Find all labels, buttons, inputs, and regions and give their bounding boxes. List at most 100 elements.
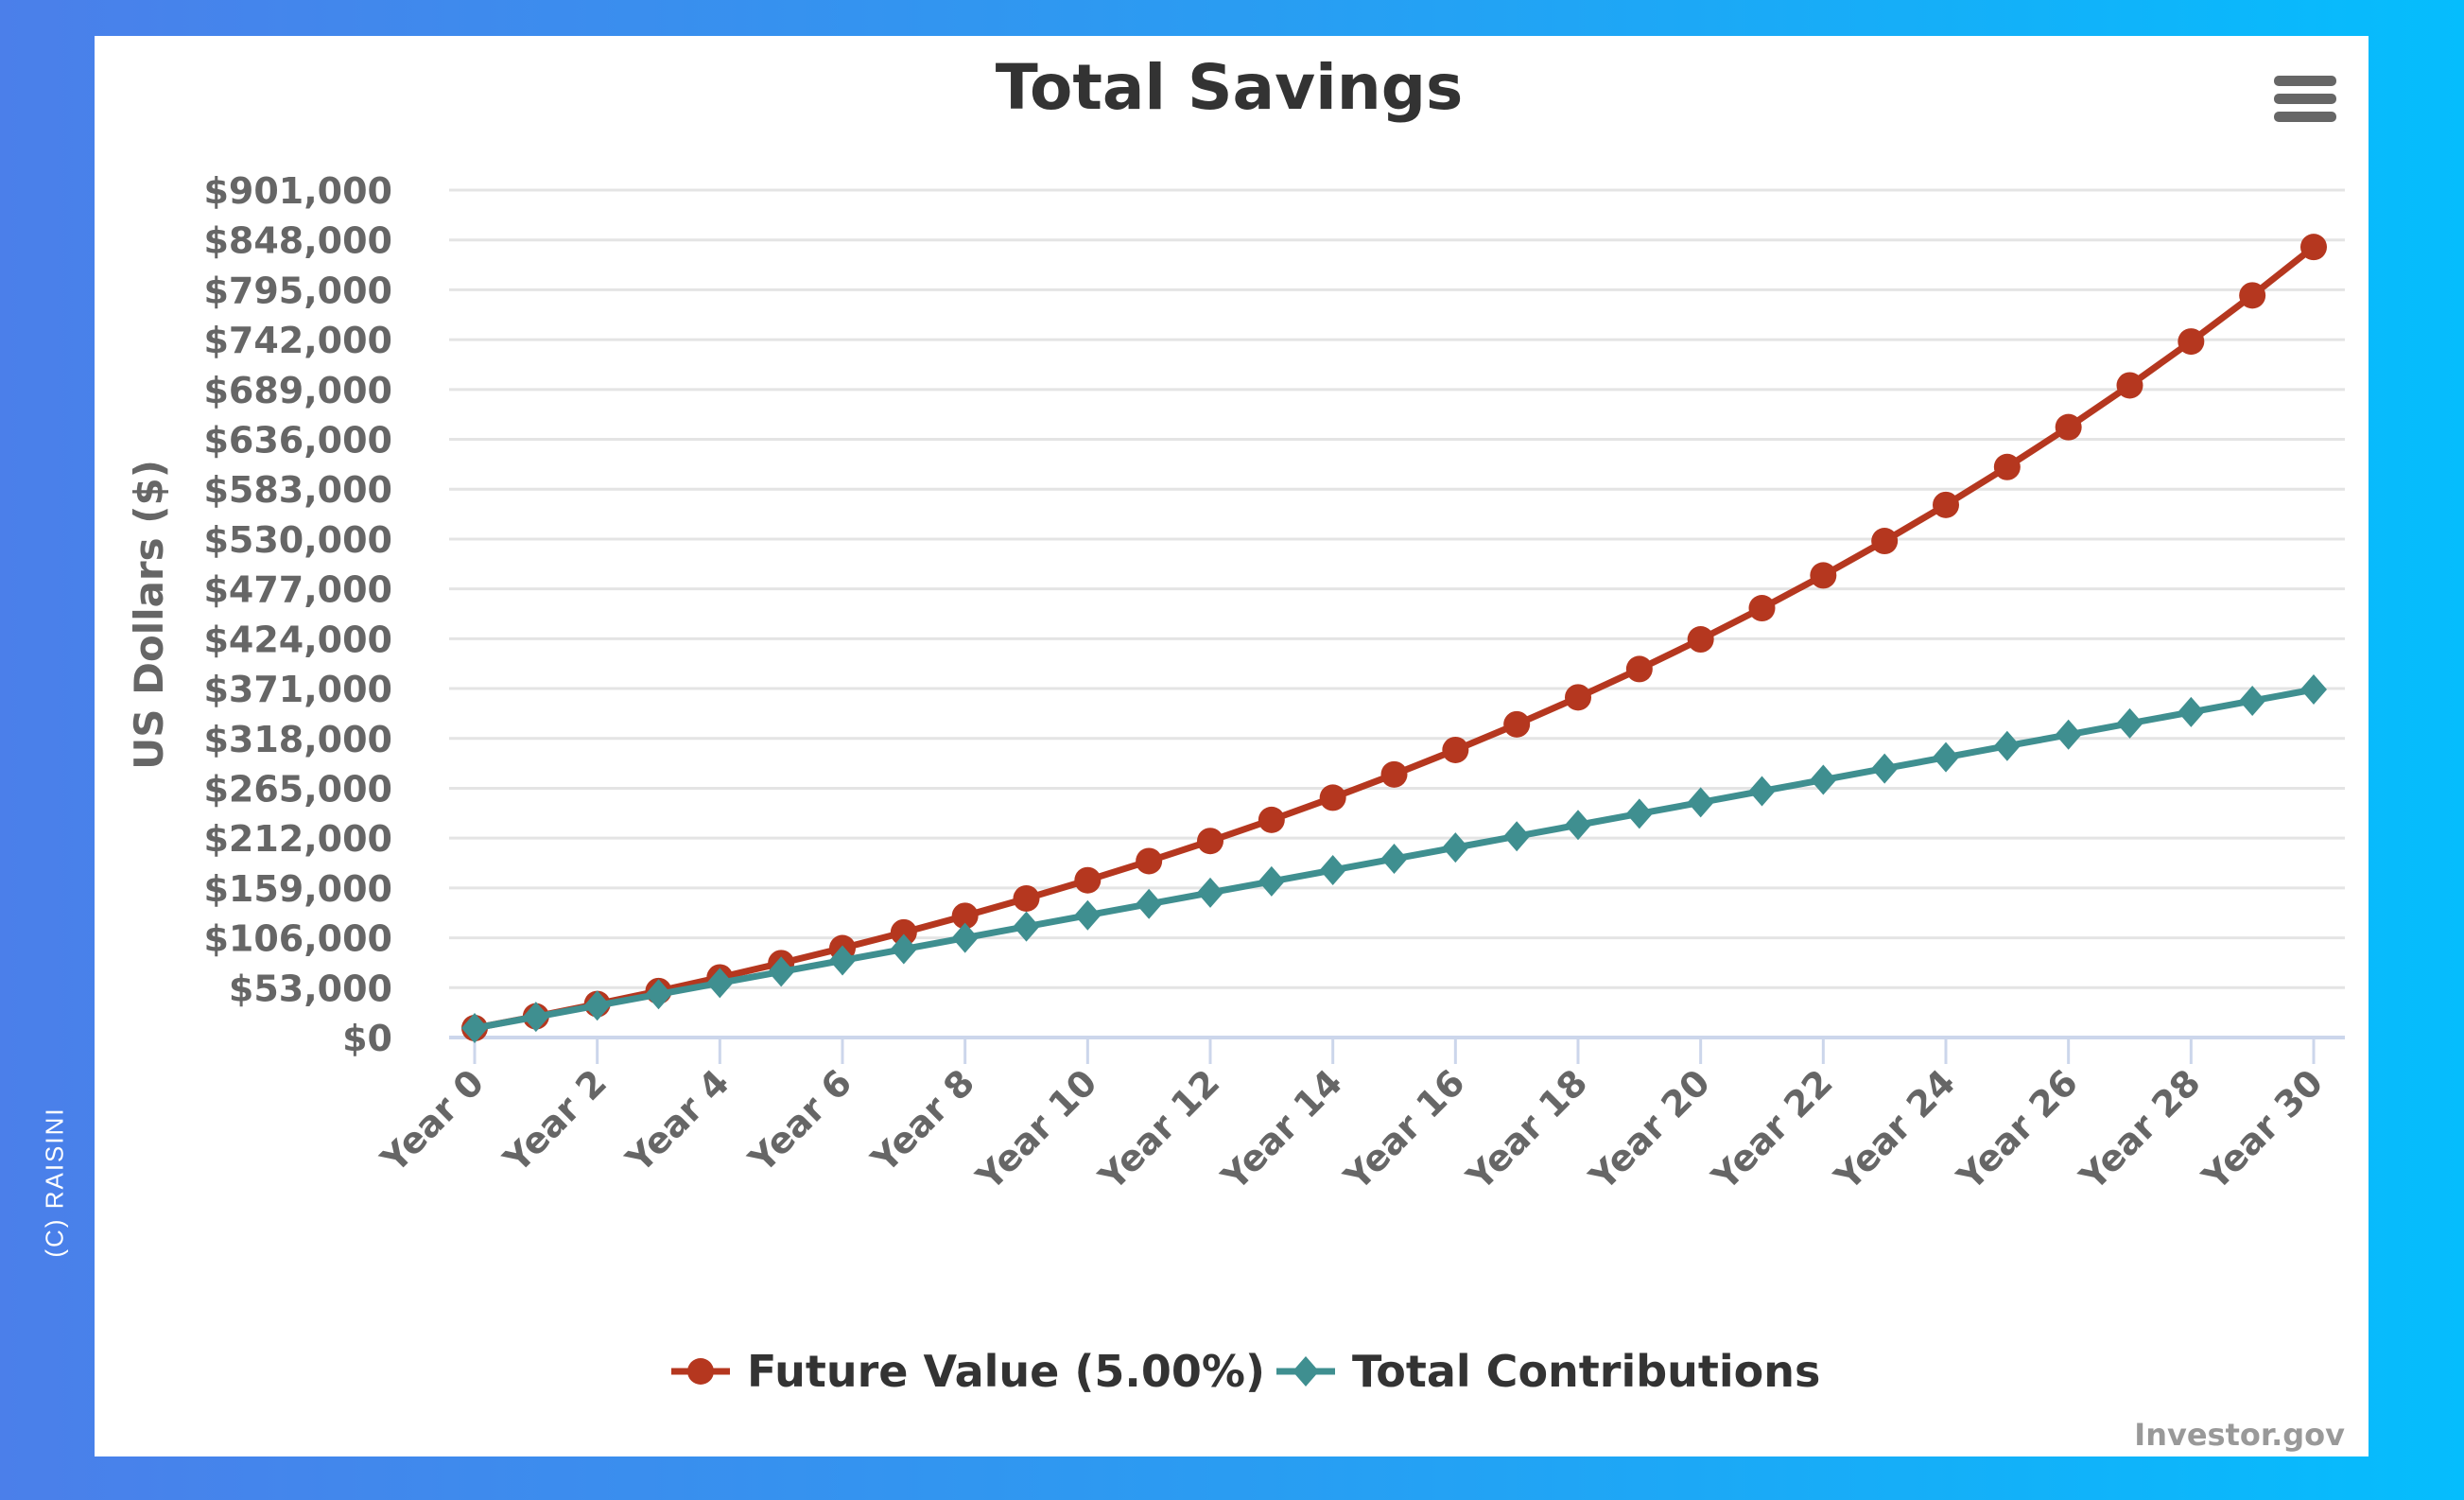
- y-axis-title: US Dollars ($): [126, 460, 172, 770]
- data-point: [706, 968, 734, 999]
- data-point: [1258, 806, 1285, 833]
- data-point: [1871, 753, 1899, 784]
- y-tick-label: $689,000: [203, 370, 392, 411]
- x-tick-label: Year 20: [1581, 1061, 1718, 1198]
- data-point: [1013, 884, 1040, 912]
- x-tick-label: Year 4: [617, 1061, 737, 1180]
- data-point: [951, 922, 979, 953]
- y-tick-label: $795,000: [203, 270, 392, 311]
- y-tick-label: $530,000: [203, 519, 392, 561]
- x-tick-label: Year 26: [1949, 1061, 2086, 1198]
- data-point: [2116, 707, 2143, 739]
- data-point: [2178, 328, 2205, 356]
- legend: Future Value (5.00%) Total Contributions: [671, 1346, 1820, 1397]
- y-tick-label: $636,000: [203, 420, 392, 462]
- y-tick-label: $265,000: [203, 768, 392, 810]
- data-point: [2178, 696, 2205, 727]
- data-point: [1013, 911, 1040, 942]
- data-point: [1993, 453, 2021, 480]
- y-tick-label: $318,000: [203, 719, 392, 760]
- data-point: [1748, 776, 1776, 807]
- data-point: [829, 945, 856, 976]
- data-point: [1625, 798, 1653, 829]
- x-tick-label: Year 18: [1458, 1061, 1595, 1198]
- y-tick-label: $901,000: [203, 170, 392, 212]
- data-point: [1565, 810, 1591, 841]
- x-tick-label: Year 14: [1213, 1061, 1350, 1198]
- data-point: [2300, 234, 2327, 261]
- y-tick-label: $159,000: [203, 868, 392, 910]
- data-point: [951, 902, 979, 930]
- credit-link[interactable]: Investor.gov: [2134, 1417, 2345, 1453]
- data-point: [1319, 854, 1346, 885]
- data-point: [1197, 828, 1223, 855]
- data-point: [1687, 787, 1714, 818]
- x-tick-label: Year 2: [495, 1061, 615, 1180]
- data-point: [1625, 655, 1653, 683]
- data-point: [768, 956, 795, 987]
- data-point: [1871, 528, 1899, 555]
- x-tick-label: Year 6: [740, 1061, 859, 1180]
- x-tick-label: Year 22: [1704, 1061, 1841, 1198]
- data-point: [1074, 899, 1102, 931]
- chart-title: Total Savings: [996, 51, 1464, 124]
- data-point: [2055, 413, 2082, 441]
- data-point: [1197, 877, 1223, 908]
- data-point: [645, 979, 672, 1010]
- legend-label: Total Contributions: [1352, 1346, 1820, 1397]
- x-tick-label: Year 12: [1090, 1061, 1227, 1198]
- data-point: [1442, 832, 1469, 863]
- y-tick-label: $477,000: [203, 569, 392, 611]
- y-tick-label: $583,000: [203, 469, 392, 511]
- x-tick-label: Year 30: [2194, 1061, 2331, 1198]
- data-point: [1074, 866, 1102, 894]
- data-point: [890, 918, 917, 946]
- data-point: [1993, 730, 2021, 761]
- legend-marker-circle-icon: [687, 1358, 714, 1385]
- data-point: [1380, 844, 1408, 875]
- data-point: [890, 933, 917, 965]
- data-point: [583, 990, 611, 1021]
- data-point: [1503, 710, 1531, 738]
- x-tick-label: Year 0: [373, 1061, 492, 1180]
- y-tick-label: $106,000: [203, 918, 392, 960]
- data-point: [2116, 372, 2143, 399]
- data-point: [1258, 865, 1285, 897]
- legend-label: Future Value (5.00%): [747, 1346, 1265, 1397]
- x-tick-label: Year 16: [1336, 1061, 1473, 1198]
- x-tick-label: Year 10: [968, 1061, 1105, 1198]
- legend-marker-diamond-icon: [1293, 1356, 1319, 1387]
- y-tick-label: $848,000: [203, 220, 392, 262]
- data-point: [1319, 784, 1346, 811]
- data-point: [2055, 719, 2082, 750]
- y-tick-label: $53,000: [229, 968, 392, 1009]
- legend-item-total-contributions[interactable]: Total Contributions: [1276, 1346, 1820, 1397]
- y-tick-label: $0: [342, 1018, 392, 1059]
- data-point: [2239, 685, 2266, 716]
- data-point: [1933, 491, 1959, 518]
- data-point: [1748, 595, 1776, 622]
- data-point: [1136, 888, 1163, 919]
- data-point: [461, 1013, 488, 1044]
- watermark: (C) RAISINI: [40, 1107, 69, 1258]
- data-point: [1810, 764, 1837, 795]
- data-point: [1503, 821, 1531, 852]
- data-point: [2239, 282, 2266, 309]
- data-point: [1933, 741, 1959, 773]
- y-tick-label: $371,000: [203, 669, 392, 710]
- series-total-contributions: [461, 674, 2327, 1044]
- data-point: [2300, 674, 2327, 706]
- y-tick-label: $212,000: [203, 818, 392, 860]
- x-tick-label: Year 8: [863, 1061, 982, 1180]
- data-point: [1136, 847, 1163, 875]
- data-point: [522, 1002, 549, 1033]
- x-tick-label: Year 24: [1826, 1061, 1963, 1198]
- legend-item-future-value[interactable]: Future Value (5.00%): [671, 1346, 1265, 1397]
- data-point: [1565, 684, 1591, 711]
- data-point: [1810, 562, 1837, 589]
- data-point: [1380, 760, 1408, 788]
- hamburger-menu-icon[interactable]: [2274, 76, 2336, 122]
- x-tick-label: Year 28: [2072, 1061, 2209, 1198]
- data-point: [1687, 626, 1714, 654]
